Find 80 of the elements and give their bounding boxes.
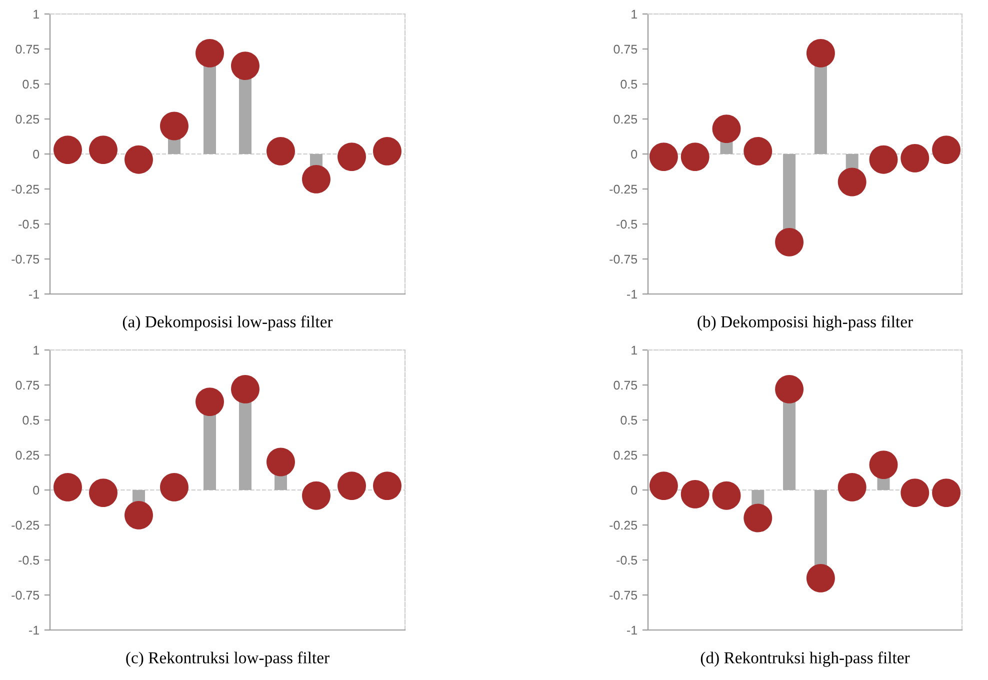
- point: [54, 472, 82, 502]
- point: [89, 478, 118, 508]
- y-tick-label: -0.75: [610, 254, 638, 264]
- y-tick-label: -0.25: [12, 184, 40, 194]
- y-tick-label: 0.5: [22, 416, 40, 425]
- y-tick-label: 0.25: [16, 114, 40, 124]
- point: [196, 388, 224, 416]
- point: [124, 145, 153, 174]
- y-tick-label: 0: [631, 150, 638, 159]
- y-tick-label: 0.25: [16, 450, 40, 460]
- y-tick-label: 0.75: [16, 44, 40, 54]
- point: [838, 472, 866, 502]
- y-tick-label: -0.5: [616, 220, 638, 229]
- point: [744, 504, 772, 532]
- point: [744, 136, 772, 166]
- y-tick-label: -0.5: [616, 556, 638, 565]
- y-tick-label: -0.5: [18, 556, 40, 565]
- point: [932, 136, 961, 164]
- point: [231, 52, 260, 80]
- point: [838, 168, 866, 196]
- point: [712, 114, 741, 144]
- y-tick-label: -1: [627, 626, 637, 635]
- point: [775, 228, 804, 256]
- y-tick-label: -1: [29, 626, 39, 635]
- point: [231, 374, 260, 404]
- y-tick-label: -0.75: [12, 254, 40, 264]
- point: [89, 136, 118, 164]
- y-tick-label: -0.75: [12, 590, 40, 600]
- point: [869, 145, 898, 174]
- y-tick-label: 0.75: [614, 380, 638, 390]
- point: [338, 472, 366, 500]
- y-tick-label: -0.75: [610, 590, 638, 600]
- y-tick-label: 1: [34, 10, 39, 19]
- point: [869, 450, 898, 480]
- point: [373, 472, 402, 500]
- point: [900, 478, 930, 508]
- point: [806, 564, 835, 592]
- point: [900, 144, 930, 172]
- point: [266, 136, 295, 166]
- point: [160, 472, 188, 502]
- point: [266, 448, 295, 476]
- y-tick-label: 0: [33, 150, 40, 159]
- y-tick-label: 0.5: [620, 416, 638, 425]
- y-tick-label: 1: [632, 346, 637, 355]
- point: [649, 472, 678, 500]
- x-axis-title: (b) Dekomposisi high-pass filter: [698, 316, 913, 331]
- y-tick-label: -0.5: [18, 220, 40, 229]
- y-tick-label: 0.25: [614, 450, 638, 460]
- x-axis-title: (c) Rekontruksi low-pass filter: [126, 652, 330, 667]
- y-tick-label: 1: [34, 346, 39, 355]
- y-tick-label: 0.75: [614, 44, 638, 54]
- y-tick-label: 0.5: [22, 80, 40, 89]
- point: [124, 500, 153, 530]
- point: [932, 478, 961, 508]
- point: [302, 164, 330, 194]
- y-tick-label: 1: [632, 10, 637, 19]
- y-tick-label: -1: [627, 290, 637, 299]
- x-axis-title: (a) Dekomposisi low-pass filter: [122, 316, 333, 331]
- y-tick-label: 0: [631, 486, 638, 495]
- point: [680, 480, 710, 508]
- x-axis-title: (d) Rekontruksi high-pass filter: [700, 652, 910, 667]
- point: [712, 481, 741, 510]
- point: [54, 136, 82, 164]
- y-tick-label: -0.25: [12, 520, 40, 530]
- point: [775, 374, 804, 404]
- y-tick-label: -0.25: [610, 520, 638, 530]
- point: [338, 142, 366, 172]
- point: [160, 112, 188, 140]
- point: [680, 142, 710, 172]
- point: [302, 481, 330, 510]
- y-tick-label: 0.5: [620, 80, 638, 89]
- y-tick-label: -1: [29, 290, 39, 299]
- y-tick-label: 0.25: [614, 114, 638, 124]
- point: [373, 136, 402, 166]
- y-tick-label: 0.75: [16, 380, 40, 390]
- point: [196, 38, 224, 68]
- y-tick-label: 0: [33, 486, 40, 495]
- point: [806, 38, 835, 68]
- y-tick-label: -0.25: [610, 184, 638, 194]
- point: [649, 142, 678, 172]
